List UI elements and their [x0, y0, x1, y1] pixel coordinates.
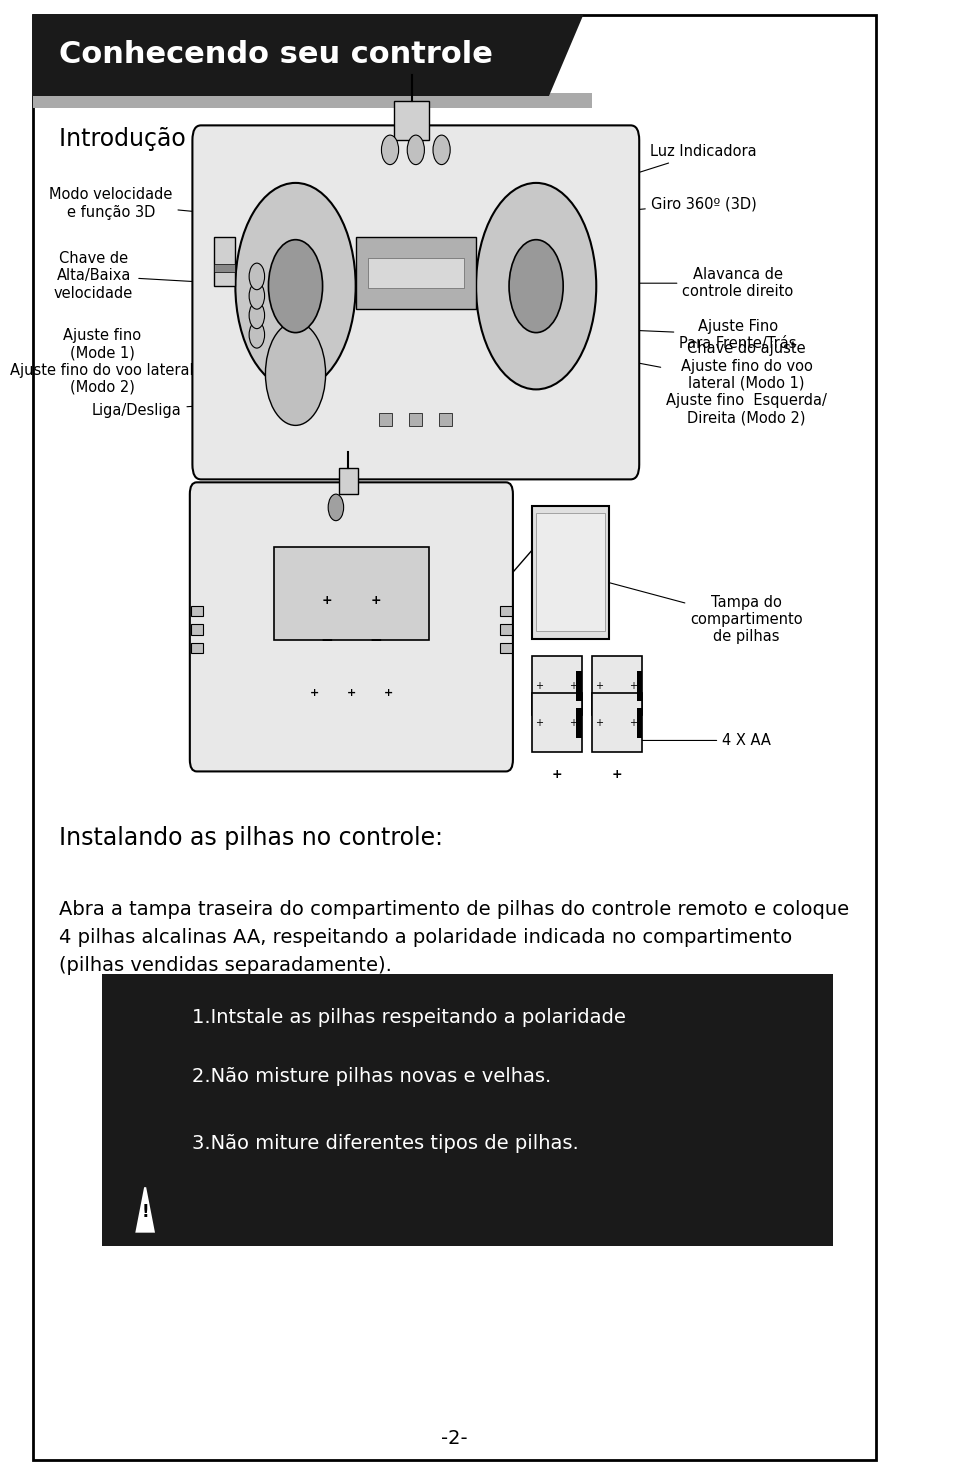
Bar [500, 624, 513, 634]
Text: +: + [535, 681, 542, 690]
Polygon shape [34, 15, 584, 96]
Text: Giro 360º (3D): Giro 360º (3D) [561, 196, 756, 217]
Text: +: + [569, 681, 577, 690]
Text: Alavanca de
controle direito: Alavanca de controle direito [603, 267, 794, 299]
Circle shape [407, 136, 424, 165]
Text: 4 X AA: 4 X AA [616, 733, 771, 748]
Text: !: ! [141, 1204, 149, 1221]
Text: +: + [310, 689, 319, 698]
Text: +: + [612, 768, 622, 780]
Text: Instalando as pilhas no controle:: Instalando as pilhas no controle: [60, 826, 444, 850]
Circle shape [235, 183, 355, 389]
Text: Conhecendo seu controle: Conhecendo seu controle [60, 40, 493, 69]
Circle shape [433, 136, 450, 165]
Bar [500, 606, 513, 617]
Circle shape [269, 239, 323, 332]
Bar [190, 606, 203, 617]
Text: Chave do ajuste
Ajuste fino do voo
lateral (Modo 1)
Ajuste fino  Esquerda/
Direi: Chave do ajuste Ajuste fino do voo later… [578, 341, 828, 426]
Bar [409, 413, 422, 426]
Text: +: + [595, 681, 603, 690]
Text: +: + [384, 689, 393, 698]
Bar [214, 264, 235, 271]
Text: +: + [595, 718, 603, 727]
Bar [368, 258, 464, 288]
Bar [536, 513, 605, 631]
Circle shape [266, 322, 325, 425]
Text: +: + [569, 718, 577, 727]
Bar [190, 643, 203, 653]
Text: Chave de
Alta/Baixa
velocidade: Chave de Alta/Baixa velocidade [54, 251, 220, 301]
Circle shape [328, 494, 344, 521]
Bar [34, 15, 549, 96]
Circle shape [509, 239, 564, 332]
Bar [190, 624, 203, 634]
Bar [395, 102, 429, 140]
Circle shape [381, 136, 398, 165]
Circle shape [476, 183, 596, 389]
Bar [577, 671, 582, 701]
Text: 1.Intstale as pilhas respeitando a polaridade: 1.Intstale as pilhas respeitando a polar… [192, 1009, 626, 1027]
Bar [592, 656, 642, 715]
Text: +: + [551, 768, 562, 780]
Text: +: + [322, 594, 332, 606]
Bar [532, 693, 582, 752]
Bar [532, 656, 582, 715]
Bar [355, 237, 476, 308]
Bar [214, 237, 235, 286]
Bar [577, 708, 582, 738]
Text: −: − [370, 633, 382, 648]
Text: Modo velocidade
e função 3D: Modo velocidade e função 3D [49, 187, 263, 220]
Bar [636, 671, 642, 701]
Circle shape [250, 283, 265, 310]
Text: Visor LCD: Visor LCD [380, 414, 451, 441]
Text: Abra a tampa traseira do compartimento de pilhas do controle remoto e coloque
4 : Abra a tampa traseira do compartimento d… [60, 900, 850, 975]
Text: -2-: -2- [442, 1429, 468, 1447]
FancyBboxPatch shape [192, 125, 639, 479]
Text: Antena: Antena [256, 148, 383, 193]
Circle shape [250, 263, 265, 289]
FancyBboxPatch shape [190, 482, 513, 771]
Bar [102, 974, 832, 1246]
Bar [34, 93, 592, 108]
Text: Ajuste Fino
Para Frente/Trás: Ajuste Fino Para Frente/Trás [569, 319, 797, 351]
Text: +: + [629, 718, 637, 727]
Bar [636, 708, 642, 738]
Text: Introdução ao controle:: Introdução ao controle: [60, 127, 334, 150]
Text: Tampa do
compartimento
de pilhas: Tampa do compartimento de pilhas [573, 572, 803, 645]
Circle shape [250, 322, 265, 348]
Circle shape [250, 302, 265, 329]
Bar [592, 693, 642, 752]
Text: 2.Não misture pilhas novas e velhas.: 2.Não misture pilhas novas e velhas. [192, 1068, 552, 1086]
Bar [379, 413, 393, 426]
Text: 3.Não miture diferentes tipos de pilhas.: 3.Não miture diferentes tipos de pilhas. [192, 1134, 579, 1152]
Bar [500, 643, 513, 653]
Bar [440, 413, 452, 426]
Bar [274, 547, 429, 640]
Polygon shape [136, 1187, 154, 1232]
Text: Liga/Desliga: Liga/Desliga [92, 403, 246, 417]
Text: +: + [629, 681, 637, 690]
Text: Ajuste fino
(Mode 1)
Ajuste fino do voo lateral
(Modo 2): Ajuste fino (Mode 1) Ajuste fino do voo … [11, 327, 228, 395]
Text: +: + [535, 718, 542, 727]
Text: +: + [371, 594, 381, 606]
Text: +: + [347, 689, 356, 698]
Text: Luz Indicadora: Luz Indicadora [594, 145, 757, 186]
Text: −: − [321, 633, 333, 648]
Bar [532, 506, 610, 639]
Bar [339, 468, 357, 494]
